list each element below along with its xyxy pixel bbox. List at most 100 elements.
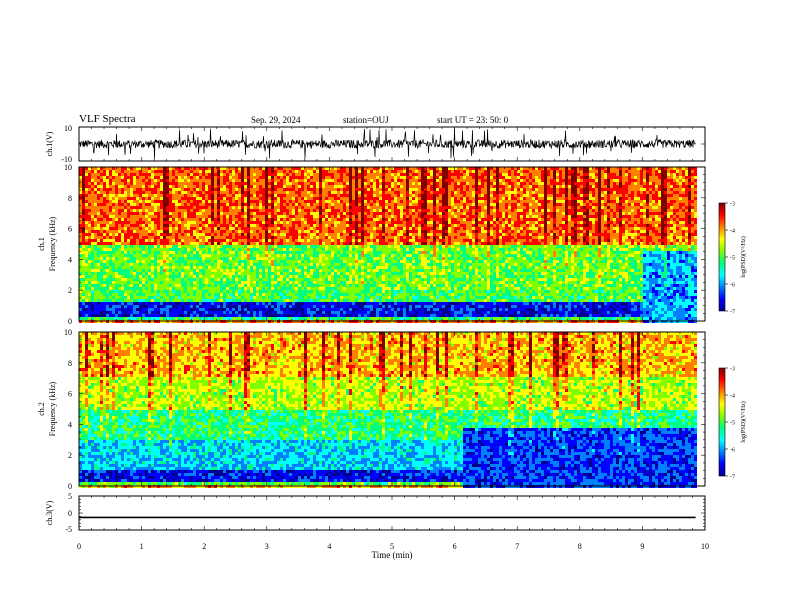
spectrogram-cell <box>112 239 115 242</box>
spectrogram-cell <box>208 272 211 275</box>
spectrogram-cell <box>217 257 220 260</box>
spectrogram-cell <box>208 182 211 185</box>
spectrogram-cell <box>217 236 220 239</box>
spectrogram-cell <box>142 224 145 227</box>
spectrogram-cell <box>91 260 94 263</box>
spectrogram-cell <box>124 236 127 239</box>
spectrogram-cell <box>151 311 154 314</box>
spectrogram-cell <box>340 254 343 257</box>
spectrogram-cell <box>163 203 166 206</box>
spectrogram-cell <box>199 263 202 266</box>
spectrogram-cell <box>181 317 184 320</box>
spectrogram-cell <box>139 173 142 176</box>
spectrogram-cell <box>307 302 310 305</box>
spectrogram-cell <box>211 269 214 272</box>
spectrogram-cell <box>121 194 124 197</box>
spectrogram-cell <box>319 203 322 206</box>
spectrogram-cell <box>127 170 130 173</box>
spectrogram-cell <box>85 248 88 251</box>
spectrogram-cell <box>343 197 346 200</box>
spectrogram-cell <box>259 194 262 197</box>
spectrogram-cell <box>271 218 274 221</box>
spectrogram-cell <box>88 173 91 176</box>
spectrogram-cell <box>310 170 313 173</box>
spectrogram-cell <box>130 191 133 194</box>
spectrogram-cell <box>247 293 250 296</box>
spectrogram-cell <box>91 302 94 305</box>
spectrogram-cell <box>328 206 331 209</box>
spectrogram-cell <box>157 224 160 227</box>
spectrogram-cell <box>334 281 337 284</box>
spectrogram-cell <box>256 209 259 212</box>
spectrogram-cell <box>274 263 277 266</box>
spectrogram-cell <box>142 278 145 281</box>
spectrogram-cell <box>160 266 163 269</box>
spectrogram-cell <box>277 242 280 245</box>
spectrogram-cell <box>235 281 238 284</box>
spectrogram-cell <box>331 227 334 230</box>
spectrogram-cell <box>205 245 208 248</box>
spectrogram-cell <box>94 263 97 266</box>
spectrogram-cell <box>109 200 112 203</box>
spectrogram-cell <box>109 290 112 293</box>
spectrogram-cell <box>358 278 361 281</box>
spectrogram-cell <box>142 206 145 209</box>
spectrogram-cell <box>325 293 328 296</box>
spectrogram-cell <box>355 167 358 170</box>
spectrogram-cell <box>166 314 169 317</box>
spectrogram-cell <box>136 290 139 293</box>
spectrogram-cell <box>334 284 337 287</box>
spectrogram-cell <box>169 191 172 194</box>
spectrogram-cell <box>253 272 256 275</box>
spectrogram-cell <box>127 209 130 212</box>
spectrogram-cell <box>169 257 172 260</box>
spectrogram-cell <box>244 314 247 317</box>
spectrogram-cell <box>142 287 145 290</box>
spectrogram-cell <box>88 233 91 236</box>
spectrogram-cell <box>277 227 280 230</box>
spectrogram-cell <box>199 314 202 317</box>
spectrogram-cell <box>91 209 94 212</box>
spectrogram-cell <box>271 293 274 296</box>
spectrogram-cell <box>208 275 211 278</box>
spectrogram-cell <box>334 251 337 254</box>
spectrogram-cell <box>319 191 322 194</box>
spectrogram-cell <box>250 200 253 203</box>
spectrogram-cell <box>235 284 238 287</box>
spectrogram-cell <box>157 230 160 233</box>
spectrogram-cell <box>262 314 265 317</box>
spectrogram-cell <box>103 173 106 176</box>
spectrogram-cell <box>349 242 352 245</box>
spectrogram-cell <box>196 317 199 320</box>
spectrogram-cell <box>187 212 190 215</box>
spectrogram-cell <box>286 293 289 296</box>
spectrogram-cell <box>97 206 100 209</box>
spectrogram-cell <box>109 305 112 308</box>
spectrogram-cell <box>136 218 139 221</box>
spectrogram-cell <box>94 233 97 236</box>
spectrogram-cell <box>79 257 82 260</box>
spectrogram-cell <box>133 200 136 203</box>
spectrogram-cell <box>94 221 97 224</box>
spectrogram-cell <box>154 245 157 248</box>
spectrogram-cell <box>322 251 325 254</box>
spectrogram-cell <box>79 197 82 200</box>
spectrogram-cell <box>106 251 109 254</box>
spectrogram-cell <box>241 212 244 215</box>
spectrogram-cell <box>118 296 121 299</box>
spectrogram-cell <box>166 260 169 263</box>
spectrogram-cell <box>106 293 109 296</box>
spectrogram-cell <box>127 194 130 197</box>
spectrogram-cell <box>112 311 115 314</box>
spectrogram-cell <box>154 185 157 188</box>
spectrogram-cell <box>352 239 355 242</box>
spectrogram-cell <box>133 308 136 311</box>
spectrogram-cell <box>118 215 121 218</box>
spectrogram-cell <box>190 230 193 233</box>
spectrogram-cell <box>289 218 292 221</box>
spectrogram-cell <box>340 179 343 182</box>
spectrogram-cell <box>97 314 100 317</box>
spectrogram-cell <box>274 209 277 212</box>
spectrogram-cell <box>211 191 214 194</box>
spectrogram-cell <box>94 194 97 197</box>
